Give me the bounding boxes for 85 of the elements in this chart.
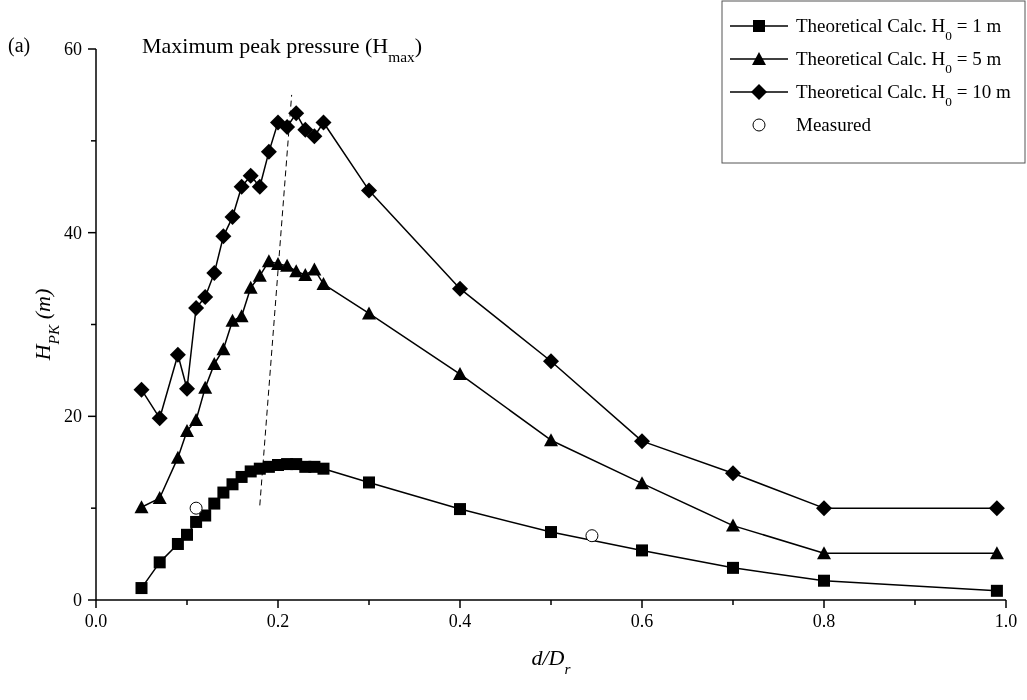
point xyxy=(543,353,559,370)
point xyxy=(634,433,650,450)
point xyxy=(169,346,186,363)
point xyxy=(298,267,313,281)
point xyxy=(197,288,214,305)
point xyxy=(224,209,241,226)
x-tick-label: 0.6 xyxy=(630,611,654,631)
point xyxy=(199,509,212,522)
point xyxy=(234,309,249,323)
point xyxy=(170,450,185,464)
point xyxy=(208,497,221,510)
point xyxy=(545,526,557,539)
point xyxy=(179,380,195,397)
point xyxy=(171,537,184,550)
point xyxy=(260,143,277,160)
legend-label: Theoretical Calc. H$_{0}$ = 10 m xyxy=(796,81,1011,109)
y-tick-label: 60 xyxy=(64,39,82,59)
point xyxy=(818,574,830,587)
point xyxy=(544,433,558,447)
point xyxy=(362,306,376,320)
point xyxy=(261,254,276,268)
point xyxy=(189,501,203,515)
point xyxy=(306,128,323,145)
point xyxy=(251,178,268,195)
point xyxy=(216,342,231,356)
point xyxy=(288,105,305,122)
point xyxy=(243,280,258,294)
point xyxy=(279,119,296,136)
point xyxy=(153,556,166,569)
point xyxy=(635,476,649,490)
point xyxy=(317,462,330,475)
point xyxy=(252,268,267,282)
point xyxy=(988,500,1005,517)
point xyxy=(207,356,222,370)
point xyxy=(225,313,240,327)
point xyxy=(297,121,314,138)
point xyxy=(454,503,466,516)
point xyxy=(636,544,648,557)
point xyxy=(152,491,167,505)
point xyxy=(206,265,223,282)
point xyxy=(726,518,740,532)
point xyxy=(242,167,259,184)
point xyxy=(134,500,149,514)
point xyxy=(189,413,204,427)
legend-label: Theoretical Calc. H$_{0}$ = 1 m xyxy=(796,15,1002,43)
point xyxy=(452,280,468,297)
annotation: Maximum peak pressure (H$_{max}$) xyxy=(141,33,423,65)
x-tick-label: 0.8 xyxy=(812,611,836,631)
point xyxy=(363,476,375,489)
text: (a) xyxy=(8,34,31,57)
point xyxy=(215,228,232,245)
point xyxy=(280,258,295,272)
legend-label: Theoretical Calc. H$_{0}$ = 5 m xyxy=(796,48,1002,76)
point xyxy=(180,424,194,438)
y-tick-label: 0 xyxy=(73,590,82,610)
point xyxy=(307,262,322,276)
x-tick-label: 1.0 xyxy=(994,611,1018,631)
x-tick-label: 0.2 xyxy=(266,611,290,631)
y-tick-label: 40 xyxy=(64,222,82,243)
point xyxy=(316,277,331,291)
point xyxy=(151,410,168,427)
point xyxy=(585,529,599,543)
point xyxy=(315,114,332,131)
point xyxy=(725,465,741,482)
point xyxy=(453,367,467,381)
point xyxy=(361,182,377,199)
point xyxy=(135,582,148,595)
point xyxy=(989,546,1004,560)
x-tick-label: 0.4 xyxy=(448,611,472,631)
point xyxy=(217,486,230,499)
point xyxy=(188,299,205,316)
y-tick-label: 20 xyxy=(64,406,82,427)
point xyxy=(270,114,286,131)
point xyxy=(817,546,831,560)
point xyxy=(233,178,250,195)
point xyxy=(133,381,150,398)
point xyxy=(816,500,832,517)
point xyxy=(727,561,739,574)
point xyxy=(181,528,193,541)
x-axis-title: d/D$_{r}$ xyxy=(531,645,572,677)
point xyxy=(198,380,213,394)
legend-label: Measured xyxy=(796,114,872,135)
x-tick-label: 0.0 xyxy=(84,611,108,631)
point xyxy=(289,264,304,278)
point xyxy=(990,584,1003,597)
